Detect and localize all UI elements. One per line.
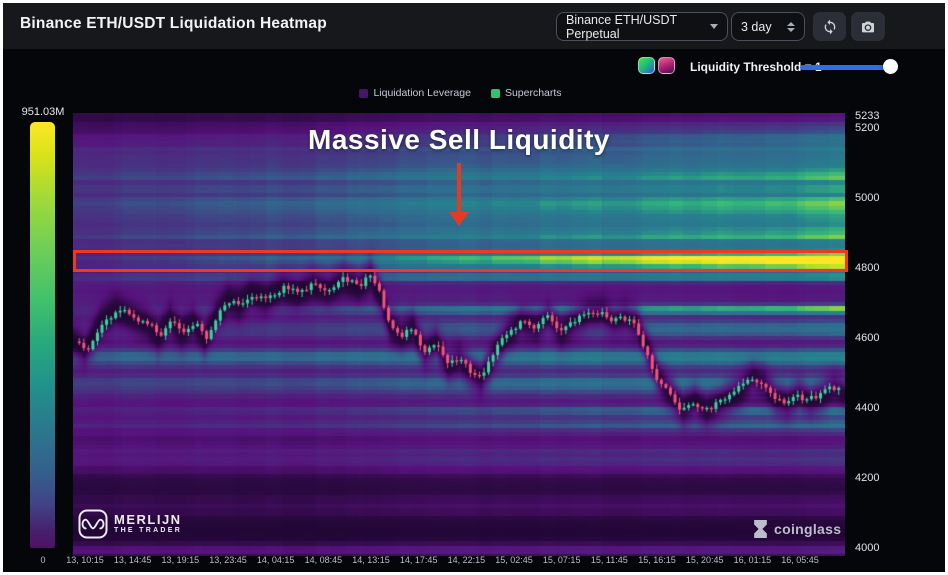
x-axis-tick: 14, 13:15 (352, 555, 390, 565)
y-axis-tick: 4200 (855, 471, 880, 484)
x-axis-tick: 15, 07:15 (542, 555, 581, 565)
legend-item-liquidation-leverage[interactable]: Liquidation Leverage (359, 87, 471, 99)
y-axis-tick: 5233 (855, 110, 880, 123)
liquidity-colorbar (30, 122, 55, 548)
x-axis-tick: 16, 05:45 (781, 555, 819, 565)
x-axis-tick: 16, 01:15 (733, 555, 772, 565)
coinglass-logo-icon (754, 520, 767, 538)
refresh-icon (824, 19, 835, 34)
annotation-arrow-head (449, 212, 469, 226)
legend-swatch (490, 88, 500, 98)
x-axis-tick: 14, 22:15 (447, 555, 486, 565)
timeframe-select-value: 3 day (741, 19, 772, 34)
symbol-select-value: Binance ETH/USDT Perpetual (566, 12, 677, 41)
camera-button[interactable] (851, 12, 885, 41)
liquidity-threshold-slider[interactable] (800, 65, 897, 70)
timeframe-select[interactable]: 3 day (731, 12, 805, 41)
x-axis-tick: 13, 14:45 (113, 555, 152, 565)
y-axis-tick: 5000 (855, 192, 880, 205)
x-axis-tick: 15, 16:15 (638, 555, 676, 565)
refresh-button[interactable] (813, 12, 846, 41)
x-axis-tick: 14, 04:15 (256, 555, 295, 565)
x-axis-tick: 13, 19:15 (161, 555, 200, 565)
colorbar-min-label: 0 (40, 555, 46, 565)
legend-label: Supercharts (504, 87, 562, 99)
coinglass-watermark: coinglass (753, 520, 841, 538)
caret-down-icon (710, 24, 718, 29)
page-title: Binance ETH/USDT Liquidation Heatmap (20, 15, 327, 32)
annotation-arrow (457, 163, 461, 213)
legend-swatch (359, 88, 369, 98)
symbol-select[interactable]: Binance ETH/USDT Perpetual (556, 12, 728, 41)
coinglass-watermark-text: coinglass (774, 521, 842, 537)
merlijn-watermark-line2: THE TRADER (114, 527, 183, 534)
liquidity-threshold-slider-thumb[interactable] (883, 59, 898, 74)
heatmap-palette-pink-swatch[interactable] (658, 57, 675, 74)
merlijn-watermark-line1: MERLIJN (114, 512, 182, 527)
legend-item-supercharts[interactable]: Supercharts (490, 87, 562, 99)
merlijn-watermark: MERLIJN THE TRADER (78, 509, 182, 539)
y-axis-tick: 4800 (855, 262, 880, 274)
liquidity-threshold-label: Liquidity Threshold = 1 (690, 60, 822, 74)
y-axis-tick: 5200 (855, 122, 880, 135)
x-axis-tick: 13, 10:15 (66, 555, 104, 565)
legend-label: Liquidation Leverage (373, 87, 471, 99)
chart-legend: Liquidation Leverage Supercharts (73, 87, 848, 99)
sell-liquidity-highlight-box (73, 250, 848, 272)
x-axis-tick: 15, 20:45 (685, 555, 724, 565)
y-axis-tick: 4400 (855, 401, 880, 414)
camera-icon (862, 21, 874, 32)
colorbar-max-label: 951.03M (21, 106, 65, 118)
heatmap-palette-green-swatch[interactable] (638, 57, 655, 74)
x-axis-tick: 14, 17:45 (399, 555, 438, 565)
top-bar: Binance ETH/USDT Liquidation Heatmap Bin… (3, 3, 945, 49)
x-axis-tick: 13, 23:45 (209, 555, 247, 565)
liquidation-heatmap-app: Binance ETH/USDT Liquidation Heatmap Bin… (3, 3, 945, 572)
up-down-chevrons-icon (787, 21, 795, 32)
y-axis-tick: 4600 (855, 331, 880, 344)
x-axis-tick: 15, 11:45 (590, 555, 628, 565)
x-axis-tick: 15, 02:45 (495, 555, 533, 565)
x-axis-tick: 14, 08:45 (304, 555, 343, 565)
merlijn-logo-icon (78, 509, 108, 539)
y-axis-tick: 4000 (855, 541, 880, 554)
annotation-text: Massive Sell Liquidity (308, 124, 610, 155)
